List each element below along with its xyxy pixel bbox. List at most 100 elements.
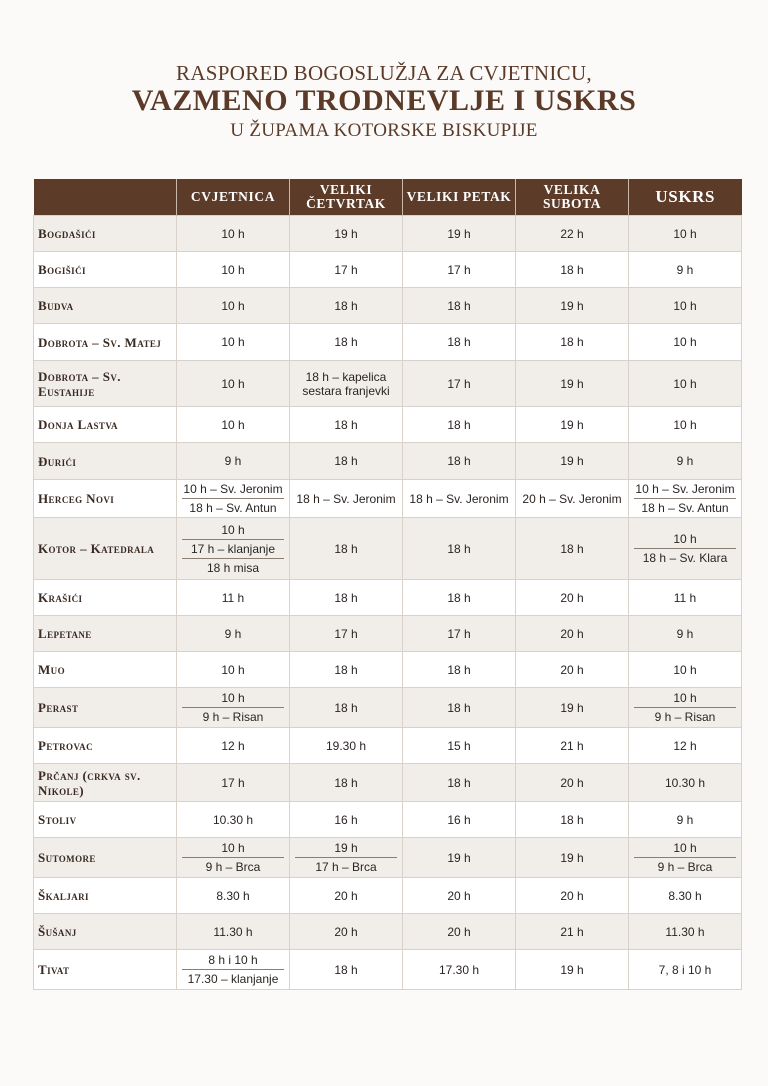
schedule-body: Bogdašići 10 h 19 h 19 h 22 h 10 h Bogišići 10 … xyxy=(33,215,742,990)
cell-cvjetnica: 10 h – Sv. Jeronim 18 h – Sv. Antun xyxy=(176,479,290,518)
cell-veliki-cetvrtak: 18 h xyxy=(289,651,403,688)
cell-uskrs: 9 h xyxy=(628,251,742,288)
table-row: Šušanj 11.30 h 20 h 20 h 21 h 11.30 h xyxy=(33,913,742,950)
cell-veliki-petak: 19 h xyxy=(402,837,516,878)
cell-velika-subota: 18 h xyxy=(515,517,629,580)
time-entry: 18 h – Sv. Antun xyxy=(634,498,736,517)
cell-veliki-cetvrtak: 18 h xyxy=(289,406,403,443)
cell-veliki-cetvrtak: 18 h xyxy=(289,579,403,616)
table-row: Prčanj (crkva sv. Nikole) 17 h 18 h 18 h 20 … xyxy=(33,763,742,802)
table-row: Muo 10 h 18 h 18 h 20 h 10 h xyxy=(33,651,742,688)
cell-velika-subota: 19 h xyxy=(515,406,629,443)
cell-velika-subota: 20 h xyxy=(515,615,629,652)
cell-uskrs: 12 h xyxy=(628,727,742,764)
parish-name: Herceg Novi xyxy=(33,479,177,518)
cell-velika-subota: 20 h xyxy=(515,651,629,688)
cell-veliki-petak: 18 h xyxy=(402,687,516,728)
time-entry: 9 h – Brca xyxy=(182,857,284,876)
cell-veliki-petak: 17 h xyxy=(402,615,516,652)
cell-veliki-petak: 16 h xyxy=(402,801,516,838)
time-entry: 10 h xyxy=(221,522,245,537)
parish-name: Bogišići xyxy=(33,251,177,288)
parish-name: Muo xyxy=(33,651,177,688)
time-entry: 17.30 – klanjanje xyxy=(182,969,284,988)
cell-veliki-petak: 18 h xyxy=(402,406,516,443)
multi-time-stack: 10 h 9 h – Brca xyxy=(629,839,741,876)
parish-name: Perast xyxy=(33,687,177,728)
time-entry: 10 h xyxy=(673,691,697,705)
cell-veliki-petak: 20 h xyxy=(402,913,516,950)
cell-cvjetnica: 11.30 h xyxy=(176,913,290,950)
cell-uskrs: 8.30 h xyxy=(628,877,742,914)
cell-uskrs: 10.30 h xyxy=(628,763,742,802)
parish-name: Dobrota – Sv. Matej xyxy=(33,323,177,361)
parish-name: Donja Lastva xyxy=(33,406,177,443)
header-cvjetnica: CVJETNICA xyxy=(176,179,290,216)
cell-veliki-petak: 18 h xyxy=(402,517,516,580)
table-row: Dobrota – Sv. Eustahije 10 h 18 h – kapeli… xyxy=(33,360,742,407)
cell-uskrs: 11 h xyxy=(628,579,742,616)
cell-uskrs: 10 h – Sv. Jeronim 18 h – Sv. Antun xyxy=(628,479,742,518)
cell-veliki-cetvrtak: 17 h xyxy=(289,615,403,652)
cell-cvjetnica: 10 h xyxy=(176,215,290,252)
cell-veliki-cetvrtak: 18 h xyxy=(289,442,403,480)
cell-velika-subota: 21 h xyxy=(515,727,629,764)
parish-name: Petrovac xyxy=(33,727,177,764)
parish-name: Lepetane xyxy=(33,615,177,652)
cell-veliki-petak: 18 h xyxy=(402,763,516,802)
time-entry: 17 h – klanjanje xyxy=(182,538,284,558)
header-parish xyxy=(33,179,177,216)
cell-uskrs: 10 h xyxy=(628,651,742,688)
multi-time-stack: 10 h 9 h – Risan xyxy=(177,689,289,726)
cell-velika-subota: 20 h xyxy=(515,877,629,914)
cell-veliki-petak: 20 h xyxy=(402,877,516,914)
header-uskrs: USKRS xyxy=(628,179,742,216)
cell-velika-subota: 20 h xyxy=(515,763,629,802)
parish-name: Bogdašići xyxy=(33,215,177,252)
cell-cvjetnica: 10 h xyxy=(176,287,290,324)
time-entry: 10 h xyxy=(673,532,697,546)
cell-velika-subota: 19 h xyxy=(515,687,629,728)
cell-veliki-cetvrtak: 18 h – kapelica sestara franjevki xyxy=(289,360,403,407)
parish-name: Dobrota – Sv. Eustahije xyxy=(33,360,177,407)
cell-cvjetnica: 10 h 17 h – klanjanje 18 h misa xyxy=(176,517,290,580)
cell-velika-subota: 19 h xyxy=(515,442,629,480)
time-entry: 9 h – Risan xyxy=(634,707,736,726)
title-line-3: U ŽUPAMA KOTORSKE BISKUPIJE xyxy=(230,120,538,141)
header-veliki-cetvrtak: VELIKI ČETVRTAK xyxy=(289,179,403,216)
cell-velika-subota: 18 h xyxy=(515,251,629,288)
cell-uskrs: 10 h xyxy=(628,215,742,252)
cell-veliki-petak: 17 h xyxy=(402,251,516,288)
cell-velika-subota: 19 h xyxy=(515,360,629,407)
cell-veliki-petak: 17.30 h xyxy=(402,949,516,990)
cell-veliki-cetvrtak: 18 h – Sv. Jeronim xyxy=(289,479,403,518)
multi-time-stack: 10 h 17 h – klanjanje 18 h misa xyxy=(177,521,289,577)
cell-cvjetnica: 10 h xyxy=(176,360,290,407)
header-veliki-petak: VELIKI PETAK xyxy=(402,179,516,216)
cell-veliki-petak: 18 h xyxy=(402,442,516,480)
header-velika-subota: VELIKA SUBOTA xyxy=(515,179,629,216)
cell-veliki-cetvrtak: 18 h xyxy=(289,949,403,990)
time-entry: 10 h xyxy=(221,691,245,705)
cell-veliki-cetvrtak: 20 h xyxy=(289,913,403,950)
cell-uskrs: 11.30 h xyxy=(628,913,742,950)
multi-time-stack: 10 h – Sv. Jeronim 18 h – Sv. Antun xyxy=(629,480,741,517)
title-line-1: RASPORED BOGOSLUŽJA ZA CVJETNICU, xyxy=(176,61,592,85)
table-row: Budva 10 h 18 h 18 h 19 h 10 h xyxy=(33,287,742,324)
time-entry: 10 h xyxy=(221,841,245,855)
cell-cvjetnica: 12 h xyxy=(176,727,290,764)
cell-cvjetnica: 10 h xyxy=(176,251,290,288)
cell-veliki-cetvrtak: 19 h 17 h – Brca xyxy=(289,837,403,878)
multi-time-stack: 19 h 17 h – Brca xyxy=(290,839,402,876)
cell-veliki-cetvrtak: 16 h xyxy=(289,801,403,838)
cell-cvjetnica: 10 h xyxy=(176,323,290,361)
cell-velika-subota: 18 h xyxy=(515,323,629,361)
parish-name: Kotor – Katedrala xyxy=(33,517,177,580)
cell-veliki-petak: 18 h xyxy=(402,287,516,324)
multi-time-stack: 10 h 9 h – Risan xyxy=(629,689,741,726)
time-entry: 18 h – Sv. Klara xyxy=(634,548,736,567)
cell-veliki-petak: 19 h xyxy=(402,215,516,252)
cell-uskrs: 10 h 9 h – Brca xyxy=(628,837,742,878)
